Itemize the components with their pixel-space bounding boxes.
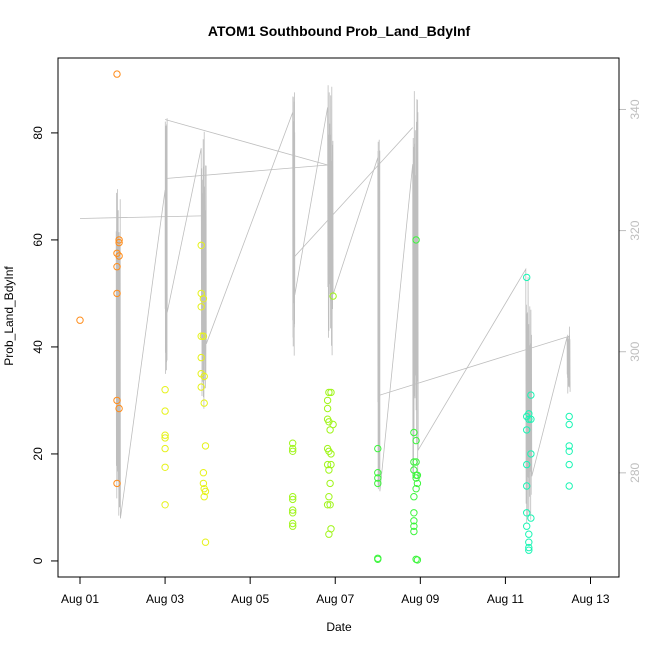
x-tick-label: Aug 01 xyxy=(61,592,99,606)
x-tick-label: Aug 13 xyxy=(571,592,609,606)
x-tick-label: Aug 07 xyxy=(316,592,354,606)
y2-tick-label: 300 xyxy=(628,341,642,361)
y-axis-label: Prob_Land_BdyInf xyxy=(2,266,16,366)
x-tick-label: Aug 05 xyxy=(231,592,269,606)
y-tick-label: 40 xyxy=(31,340,45,354)
y-tick-label: 60 xyxy=(31,233,45,247)
x-axis-label: Date xyxy=(326,620,352,634)
y2-tick-label: 340 xyxy=(628,99,642,119)
x-tick-label: Aug 09 xyxy=(401,592,439,606)
x-tick-label: Aug 11 xyxy=(487,592,524,606)
y-tick-label: 20 xyxy=(31,447,45,461)
y-tick-label: 80 xyxy=(31,126,45,140)
chart-title: ATOM1 Southbound Prob_Land_BdyInf xyxy=(208,23,471,39)
x-tick-label: Aug 03 xyxy=(146,592,184,606)
y2-tick-label: 320 xyxy=(628,220,642,240)
y-tick-label: 0 xyxy=(31,557,45,564)
chart: ATOM1 Southbound Prob_Land_BdyInf Date P… xyxy=(0,0,650,650)
y2-tick-label: 280 xyxy=(628,463,642,483)
plot-background xyxy=(0,0,650,650)
